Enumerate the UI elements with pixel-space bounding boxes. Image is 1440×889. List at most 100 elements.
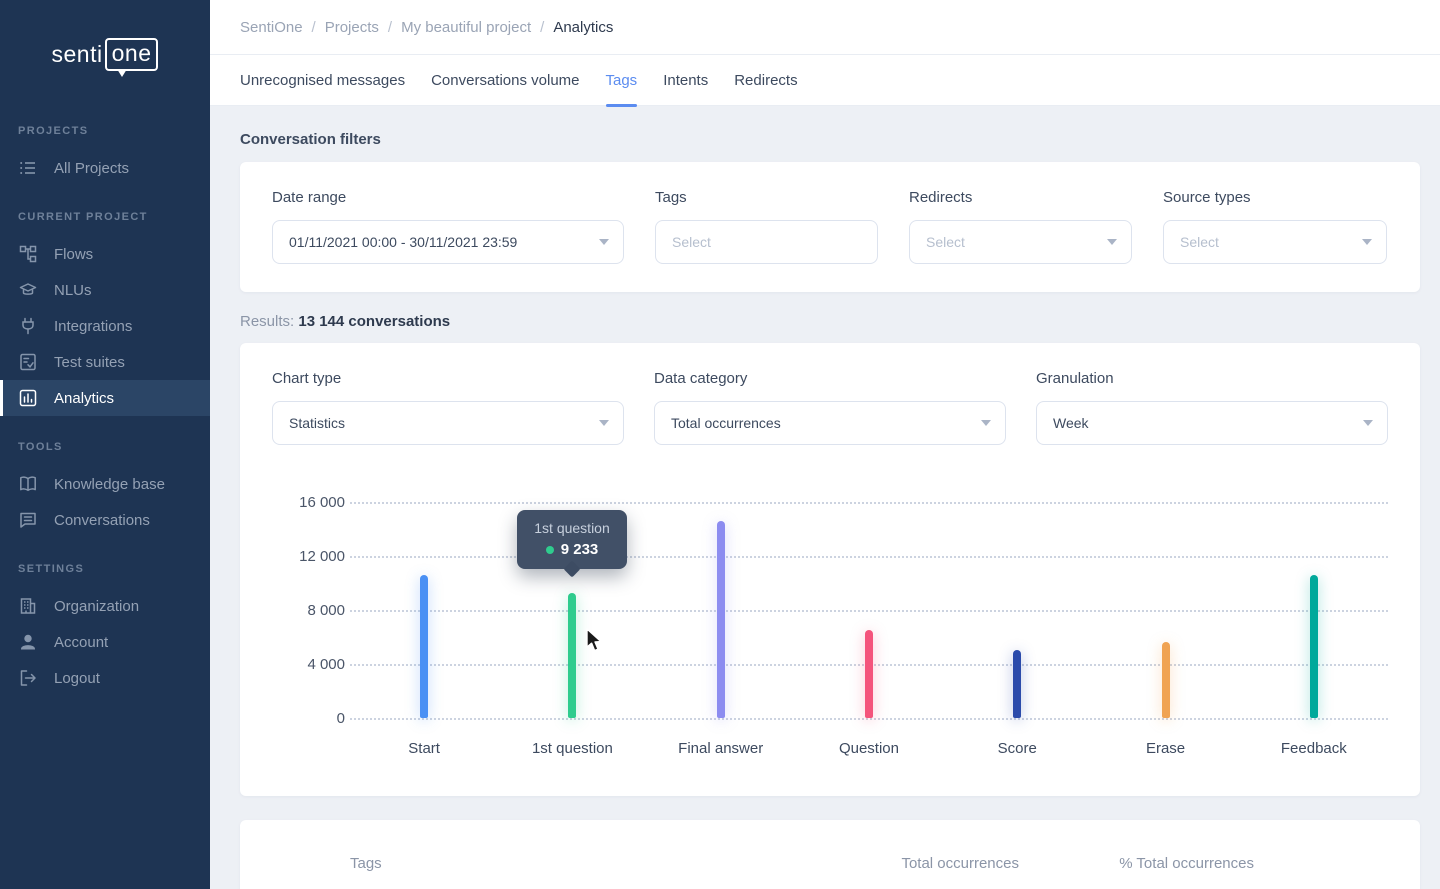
sidebar-item-label: Logout (54, 669, 100, 687)
chat-icon (18, 511, 37, 530)
granulation-label: Granulation (1036, 370, 1114, 387)
sidebar-item-integrations[interactable]: Integrations (0, 308, 210, 344)
tab-intents[interactable]: Intents (663, 71, 709, 89)
bar-final-answer[interactable] (716, 521, 725, 718)
breadcrumb-item-project-name[interactable]: My beautiful project (401, 18, 532, 36)
sidebar-item-label: Conversations (54, 511, 150, 529)
date-range-select[interactable]: 01/11/2021 00:00 - 30/11/2021 23:59 (272, 220, 624, 264)
chevron-down-icon (599, 420, 609, 426)
graduation-cap-icon (18, 281, 37, 300)
mouse-cursor-icon (584, 628, 606, 659)
bar-erase[interactable] (1161, 642, 1170, 718)
sidebar-item-logout[interactable]: Logout (0, 660, 210, 696)
breadcrumb-separator: / (311, 18, 316, 36)
granulation-select[interactable]: Week (1036, 401, 1388, 445)
sidebar-item-all-projects[interactable]: All Projects (0, 150, 210, 186)
logo-speech-bubble: one (104, 38, 159, 77)
table-header-tags: Tags (350, 855, 382, 872)
y-axis-tick: 4 000 (307, 656, 345, 673)
sidebar-item-label: All Projects (54, 159, 130, 177)
list-icon (18, 159, 37, 178)
tooltip-series-dot-icon (545, 545, 554, 554)
bar-feedback[interactable] (1309, 575, 1318, 718)
sidebar-item-organization[interactable]: Organization (0, 588, 210, 624)
user-icon (18, 633, 37, 652)
chevron-down-icon (1363, 420, 1373, 426)
conversation-filters-card: Date range 01/11/2021 00:00 - 30/11/2021… (240, 162, 1420, 292)
logo-bubble-tail-icon (116, 69, 127, 77)
book-icon (18, 475, 37, 494)
bar-start[interactable] (420, 575, 429, 718)
source-types-filter-label: Source types (1163, 189, 1251, 206)
redirects-filter-label: Redirects (909, 189, 973, 206)
redirects-select[interactable]: Select (909, 220, 1132, 264)
chart-type-value: Statistics (289, 415, 346, 431)
chevron-down-icon (1362, 239, 1372, 245)
tab-unrecognised-messages[interactable]: Unrecognised messages (240, 71, 406, 89)
sidebar-item-label: Knowledge base (54, 475, 165, 493)
logo-text-boxed: one (111, 40, 152, 66)
x-axis-label: Feedback (1280, 740, 1347, 757)
sidebar-item-label: Analytics (54, 389, 115, 407)
chart-type-label: Chart type (272, 370, 342, 387)
bar-score[interactable] (1013, 650, 1022, 718)
checklist-icon (18, 353, 37, 372)
date-range-value: 01/11/2021 00:00 - 30/11/2021 23:59 (289, 234, 518, 250)
chart-type-select[interactable]: Statistics (272, 401, 624, 445)
sidebar-item-flows[interactable]: Flows (0, 236, 210, 272)
section-label-current-project: CURRENT PROJECT (18, 211, 148, 223)
source-types-select[interactable]: Select (1163, 220, 1387, 264)
tags-table-card: Tags Total occurrences % Total occurrenc… (240, 820, 1420, 889)
date-range-label: Date range (272, 189, 347, 206)
section-label-tools: TOOLS (18, 441, 63, 453)
sidebar-item-test-suites[interactable]: Test suites (0, 344, 210, 380)
x-axis-label: 1st question (531, 740, 613, 757)
results-summary: Results: 13 144 conversations (240, 313, 1420, 330)
tags-select[interactable]: Select (655, 220, 878, 264)
chart-card: Chart type Statistics Data category Tota… (240, 343, 1420, 796)
sidebar-item-label: Integrations (54, 317, 133, 335)
sidebar-item-label: Flows (54, 245, 94, 263)
results-count: 13 144 conversations (298, 313, 451, 330)
building-icon (18, 597, 37, 616)
sentione-logo: senti one (0, 0, 210, 100)
tab-tags[interactable]: Tags (605, 55, 637, 107)
tags-placeholder: Select (672, 234, 711, 250)
chevron-down-icon (1107, 239, 1117, 245)
x-axis-label: Start (408, 740, 440, 757)
analytics-tabbar: Unrecognised messages Conversations volu… (210, 55, 1440, 107)
gridline (350, 556, 1388, 558)
y-axis-tick: 0 (336, 710, 345, 727)
sidebar-item-nlus[interactable]: NLUs (0, 272, 210, 308)
x-axis-label: Final answer (678, 740, 764, 757)
table-header-pct-total-occurrences: % Total occurrences (1119, 855, 1254, 872)
sidebar-item-knowledge-base[interactable]: Knowledge base (0, 466, 210, 502)
x-axis-label: Score (997, 740, 1037, 757)
sidebar-item-conversations[interactable]: Conversations (0, 502, 210, 538)
tooltip-title: 1st question (534, 520, 610, 536)
chevron-down-icon (599, 239, 609, 245)
breadcrumb-item-sentione[interactable]: SentiOne (240, 18, 303, 36)
sidebar-item-account[interactable]: Account (0, 624, 210, 660)
plug-icon (18, 317, 37, 336)
sidebar-item-analytics[interactable]: Analytics (0, 380, 210, 416)
breadcrumb-item-projects[interactable]: Projects (324, 18, 379, 36)
tooltip-value: 9 233 (560, 541, 599, 558)
bar-question[interactable] (864, 630, 873, 718)
tab-redirects[interactable]: Redirects (734, 71, 798, 89)
section-label-settings: SETTINGS (18, 563, 85, 575)
bar-1st-question[interactable] (568, 593, 577, 718)
chart-tooltip: 1st question 9 233 (517, 510, 627, 569)
y-axis-tick: 16 000 (299, 494, 345, 511)
logout-icon (18, 669, 37, 688)
breadcrumb-current-page: Analytics (553, 18, 614, 36)
y-axis-tick: 12 000 (299, 548, 345, 565)
data-category-select[interactable]: Total occurrences (654, 401, 1006, 445)
tab-conversations-volume[interactable]: Conversations volume (431, 71, 580, 89)
results-label: Results: (240, 313, 295, 330)
sidebar-item-label: Test suites (54, 353, 125, 371)
data-category-label: Data category (654, 370, 748, 387)
breadcrumb: SentiOne / Projects / My beautiful proje… (210, 0, 1440, 55)
gridline (350, 502, 1388, 504)
flow-icon (18, 245, 37, 264)
